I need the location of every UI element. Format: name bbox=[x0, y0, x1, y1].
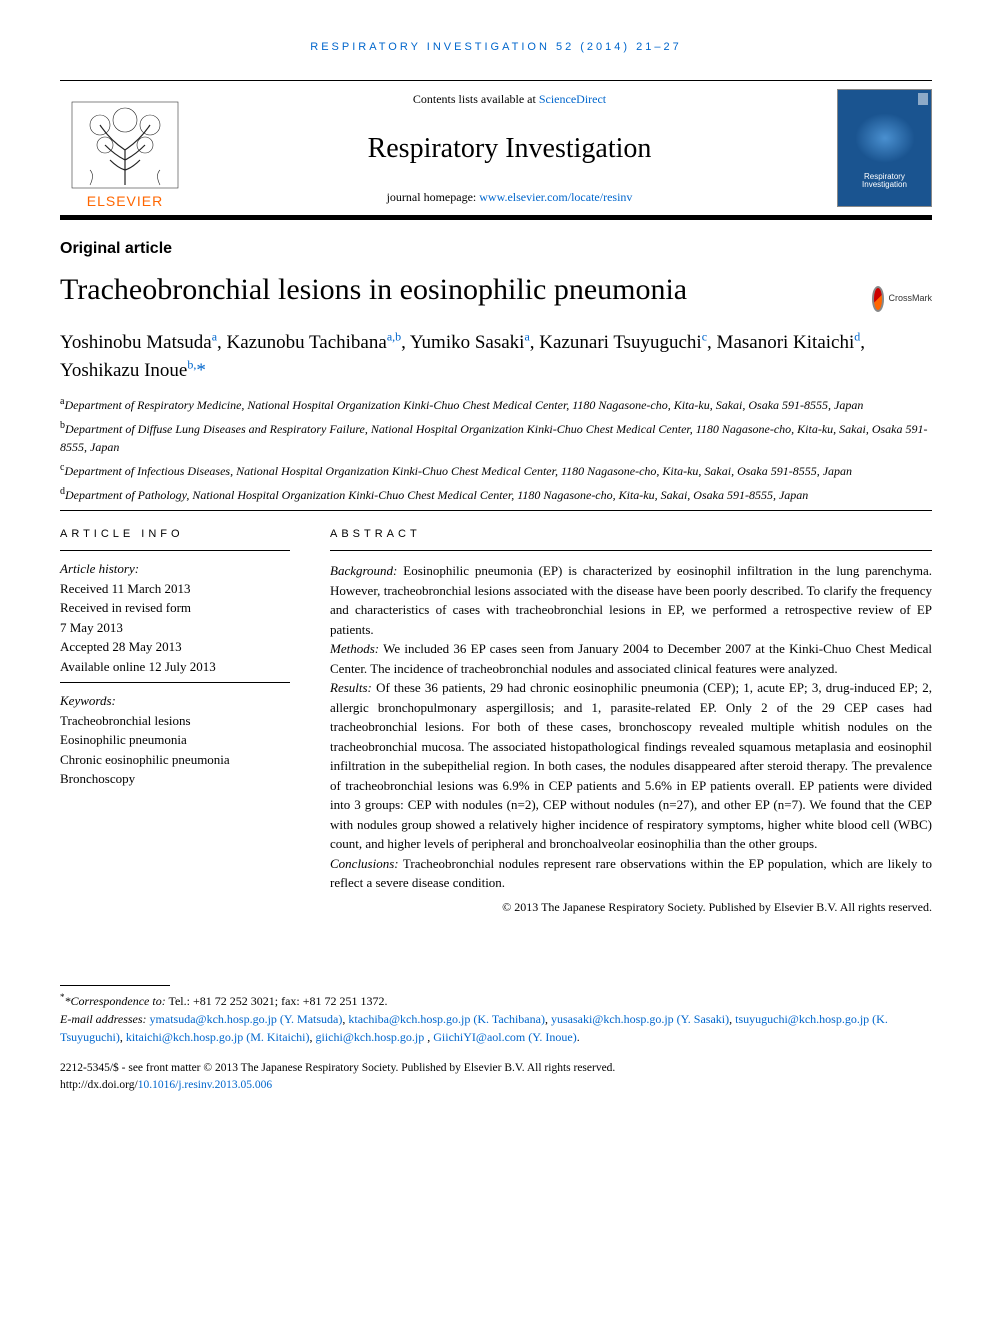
abstract-section: Methods: We included 36 EP cases seen fr… bbox=[330, 639, 932, 678]
abstract-section: Background: Eosinophilic pneumonia (EP) … bbox=[330, 561, 932, 639]
abstract-section: Conclusions: Tracheobronchial nodules re… bbox=[330, 854, 932, 893]
copyright-footer: 2212-5345/$ - see front matter © 2013 Th… bbox=[60, 1060, 932, 1092]
article-history-label: Article history: bbox=[60, 559, 290, 579]
revised-date-line1: Received in revised form bbox=[60, 598, 290, 618]
keywords-list: Tracheobronchial lesionsEosinophilic pne… bbox=[60, 711, 290, 789]
accepted-date: Accepted 28 May 2013 bbox=[60, 637, 290, 657]
crossmark-icon bbox=[872, 286, 884, 312]
journal-homepage-line: journal homepage: www.elsevier.com/locat… bbox=[190, 189, 829, 206]
author-list: Yoshinobu Matsudaa, Kazunobu Tachibanaa,… bbox=[60, 329, 932, 386]
journal-homepage-link[interactable]: www.elsevier.com/locate/resinv bbox=[479, 190, 632, 204]
elsevier-tree-icon bbox=[70, 100, 180, 190]
keywords-label: Keywords: bbox=[60, 691, 290, 711]
author-email-link[interactable]: giichi@kch.hosp.go.jp bbox=[316, 1030, 428, 1044]
doi-prefix: http://dx.doi.org/ bbox=[60, 1079, 138, 1091]
article-info-column: article info Article history: Received 1… bbox=[60, 527, 290, 916]
sciencedirect-link[interactable]: ScienceDirect bbox=[539, 92, 606, 106]
divider bbox=[60, 682, 290, 683]
journal-masthead: ELSEVIER Contents lists available at Sci… bbox=[60, 80, 932, 220]
correspondence-label: *Correspondence to: bbox=[65, 994, 166, 1008]
crossmark-badge[interactable]: CrossMark bbox=[872, 286, 932, 312]
divider bbox=[330, 550, 932, 551]
article-title: Tracheobronchial lesions in eosinophilic… bbox=[60, 269, 872, 311]
article-info-heading: article info bbox=[60, 527, 290, 542]
abstract-heading: abstract bbox=[330, 527, 932, 542]
elsevier-wordmark: ELSEVIER bbox=[87, 192, 163, 212]
received-date: Received 11 March 2013 bbox=[60, 579, 290, 599]
author-email-link[interactable]: ktachiba@kch.hosp.go.jp (K. Tachibana) bbox=[348, 1012, 545, 1026]
author-email-link[interactable]: kitaichi@kch.hosp.go.jp (M. Kitaichi) bbox=[126, 1030, 310, 1044]
author-email-link[interactable]: ymatsuda@kch.hosp.go.jp (Y. Matsuda) bbox=[150, 1012, 343, 1026]
affiliation-item: bDepartment of Diffuse Lung Diseases and… bbox=[60, 420, 932, 456]
footnote-separator bbox=[60, 985, 170, 986]
crossmark-label: CrossMark bbox=[888, 292, 932, 305]
abstract-column: abstract Background: Eosinophilic pneumo… bbox=[330, 527, 932, 916]
affiliation-item: dDepartment of Pathology, National Hospi… bbox=[60, 486, 932, 504]
keyword-item: Bronchoscopy bbox=[60, 769, 290, 789]
footnotes-block: **Correspondence to: Tel.: +81 72 252 30… bbox=[60, 992, 932, 1046]
abstract-copyright: © 2013 The Japanese Respiratory Society.… bbox=[330, 899, 932, 916]
email-addresses-line: E-mail addresses: ymatsuda@kch.hosp.go.j… bbox=[60, 1010, 932, 1046]
keyword-item: Tracheobronchial lesions bbox=[60, 711, 290, 731]
journal-cover-thumbnail: RespiratoryInvestigation bbox=[837, 89, 932, 207]
keyword-item: Eosinophilic pneumonia bbox=[60, 730, 290, 750]
author-email-link[interactable]: GiichiYI@aol.com (Y. Inoue) bbox=[433, 1030, 576, 1044]
divider bbox=[60, 550, 290, 551]
elsevier-logo: ELSEVIER bbox=[60, 81, 190, 215]
article-type-label: Original article bbox=[60, 238, 932, 260]
divider bbox=[60, 510, 932, 511]
author-email-link[interactable]: yusasaki@kch.hosp.go.jp (Y. Sasaki) bbox=[551, 1012, 729, 1026]
abstract-section: Results: Of these 36 patients, 29 had ch… bbox=[330, 678, 932, 854]
affiliation-item: aDepartment of Respiratory Medicine, Nat… bbox=[60, 396, 932, 414]
cover-image-icon bbox=[855, 113, 915, 163]
running-header: RESPIRATORY INVESTIGATION 52 (2014) 21–2… bbox=[60, 40, 932, 55]
keyword-item: Chronic eosinophilic pneumonia bbox=[60, 750, 290, 770]
contents-available-line: Contents lists available at ScienceDirec… bbox=[190, 91, 829, 108]
journal-name: Respiratory Investigation bbox=[190, 129, 829, 168]
abstract-body: Background: Eosinophilic pneumonia (EP) … bbox=[330, 561, 932, 893]
contents-prefix: Contents lists available at bbox=[413, 92, 539, 106]
issn-copyright-line: 2212-5345/$ - see front matter © 2013 Th… bbox=[60, 1060, 932, 1076]
cover-elsevier-mark-icon bbox=[918, 93, 928, 105]
revised-date-line2: 7 May 2013 bbox=[60, 618, 290, 638]
correspondence-text: Tel.: +81 72 252 3021; fax: +81 72 251 1… bbox=[166, 994, 388, 1008]
homepage-prefix: journal homepage: bbox=[387, 190, 480, 204]
cover-journal-label: RespiratoryInvestigation bbox=[862, 173, 907, 191]
online-date: Available online 12 July 2013 bbox=[60, 657, 290, 677]
affiliations-block: aDepartment of Respiratory Medicine, Nat… bbox=[60, 396, 932, 504]
affiliation-item: cDepartment of Infectious Diseases, Nati… bbox=[60, 462, 932, 480]
correspondence-footnote: **Correspondence to: Tel.: +81 72 252 30… bbox=[60, 992, 932, 1010]
doi-line: http://dx.doi.org/10.1016/j.resinv.2013.… bbox=[60, 1077, 932, 1093]
doi-link[interactable]: 10.1016/j.resinv.2013.05.006 bbox=[138, 1079, 272, 1091]
